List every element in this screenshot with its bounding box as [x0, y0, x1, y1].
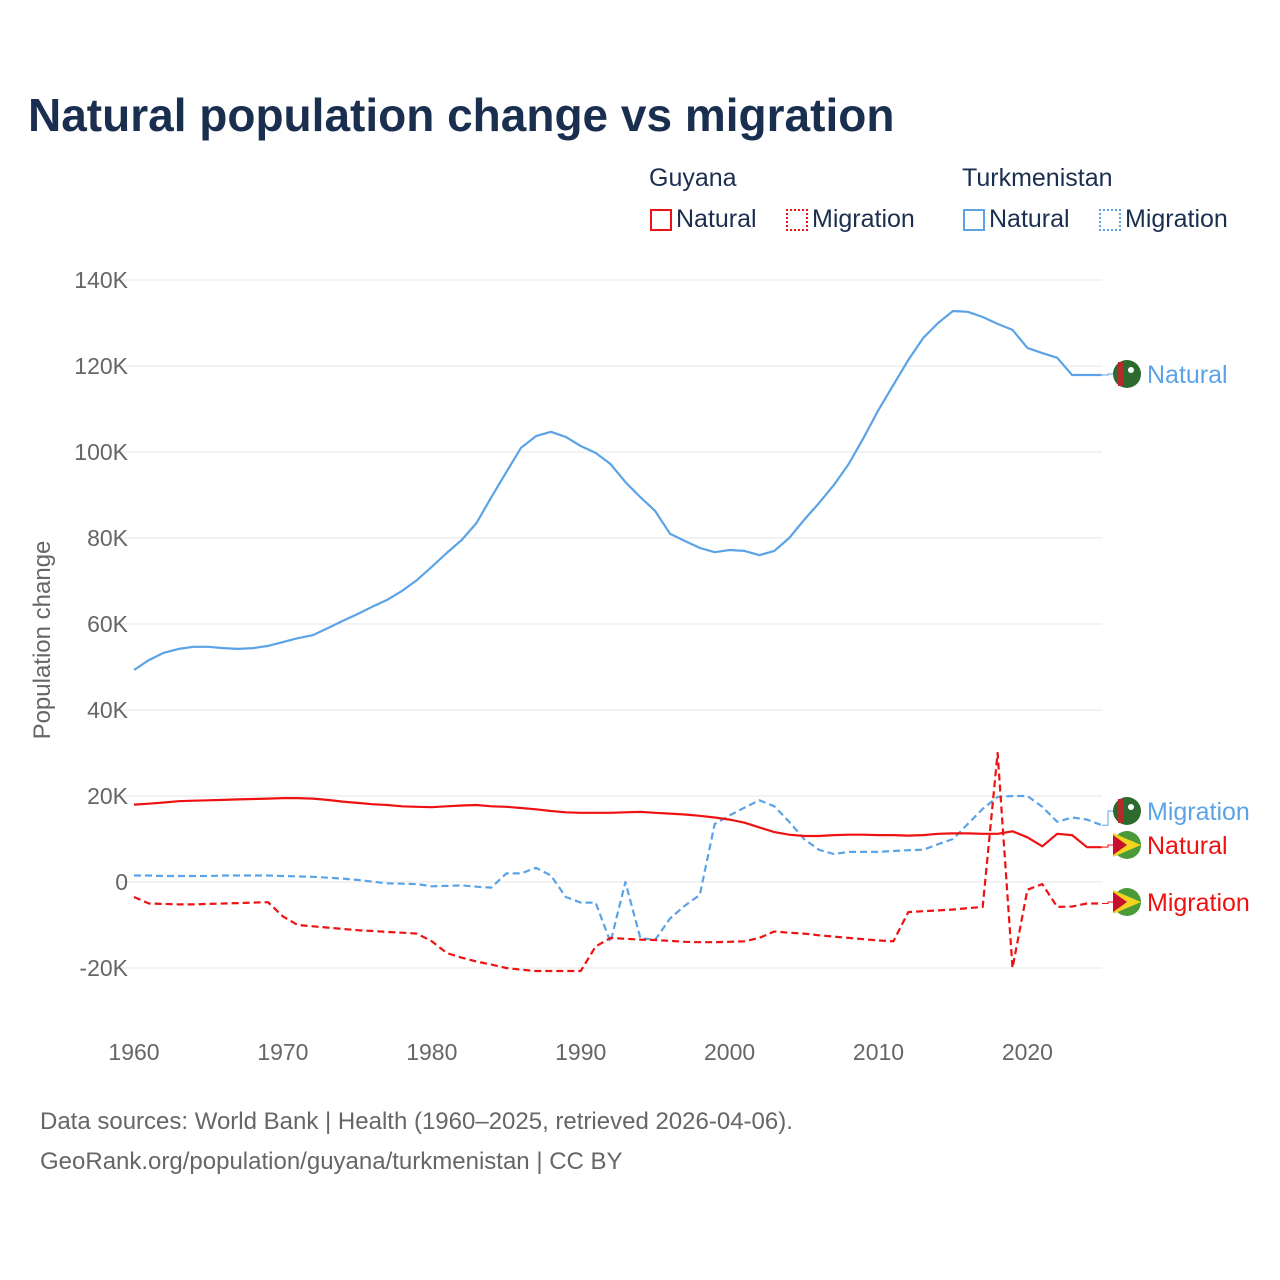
- legend-guyana-natural[interactable]: Natural: [650, 205, 757, 234]
- label-connector: [1102, 810, 1114, 826]
- legend-label: Migration: [1125, 205, 1228, 233]
- legend-swatch: [1099, 208, 1121, 231]
- flag-triangle: [1113, 835, 1127, 855]
- series-end-label: Migration: [1147, 798, 1250, 826]
- y-tick-label: 140K: [74, 267, 128, 293]
- chart-title: Natural population change vs migration: [28, 89, 895, 141]
- x-tick-label: 1990: [555, 1039, 606, 1065]
- x-tick-label: 2000: [704, 1039, 755, 1065]
- series-line-3: [133, 751, 1102, 973]
- x-tick-label: 1960: [108, 1039, 159, 1065]
- y-tick-label: 80K: [87, 525, 129, 551]
- turkmenistan-flag-icon: [1113, 797, 1141, 825]
- x-tick-label: 1980: [406, 1039, 457, 1065]
- legend-swatch: [963, 208, 985, 231]
- series-end-label: Migration: [1147, 889, 1250, 917]
- legend-swatch: [650, 208, 672, 231]
- flag-triangle: [1113, 892, 1127, 912]
- y-axis-label: Population change: [29, 541, 56, 740]
- legend-group-turkmenistan: Turkmenistan: [962, 164, 1113, 192]
- y-tick-label: 100K: [74, 439, 128, 465]
- y-tick-label: 20K: [87, 783, 129, 809]
- legend-swatch: [786, 208, 808, 231]
- y-tick-label: -20K: [79, 955, 128, 981]
- x-tick-label: 1970: [257, 1039, 308, 1065]
- legend-turkmenistan-migration[interactable]: Migration: [1099, 205, 1228, 234]
- turkmenistan-flag-icon: [1113, 360, 1141, 388]
- footer-sources: Data sources: World Bank | Health (1960–…: [40, 1108, 793, 1135]
- label-connector: [1102, 373, 1114, 376]
- flag-crescent: [1128, 804, 1134, 810]
- legend-guyana-migration[interactable]: Migration: [786, 205, 915, 234]
- footer-attribution: GeoRank.org/population/guyana/turkmenist…: [40, 1148, 623, 1175]
- series-line-1: [134, 794, 1103, 944]
- series-line-2: [133, 796, 1102, 849]
- series-line-0: [133, 309, 1102, 671]
- flag-stripe: [1118, 362, 1124, 386]
- legend-label: Natural: [989, 205, 1070, 233]
- legend-group-guyana: Guyana: [649, 164, 737, 192]
- series-end-label: Natural: [1147, 361, 1228, 389]
- legend-label: Migration: [812, 205, 915, 233]
- y-tick-label: 120K: [74, 353, 128, 379]
- legend-turkmenistan-natural[interactable]: Natural: [963, 205, 1070, 234]
- label-connector: [1102, 901, 1114, 904]
- y-tick-label: 40K: [87, 697, 129, 723]
- flag-stripe: [1118, 799, 1124, 823]
- flag-crescent: [1128, 367, 1134, 373]
- series-end-label: Natural: [1147, 832, 1228, 860]
- y-tick-label: 0: [115, 869, 128, 895]
- label-connector: [1102, 844, 1114, 848]
- y-tick-label: 60K: [87, 611, 129, 637]
- legend-label: Natural: [676, 205, 757, 233]
- x-tick-label: 2020: [1002, 1039, 1053, 1065]
- x-tick-label: 2010: [853, 1039, 904, 1065]
